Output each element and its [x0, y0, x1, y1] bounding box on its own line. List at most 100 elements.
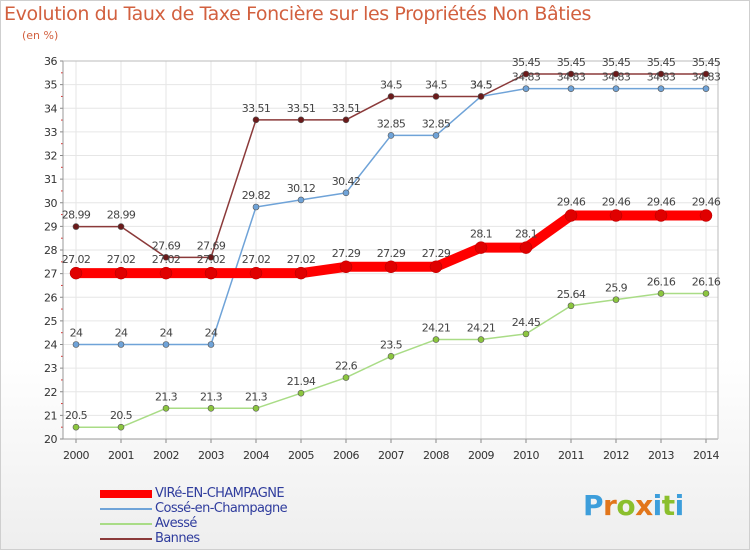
legend-swatch — [100, 508, 152, 510]
data-point-2-1 — [117, 423, 125, 431]
data-label-2-14: 26.16 — [692, 275, 721, 288]
x-tick-label: 2010 — [513, 449, 539, 462]
data-point-0-11 — [564, 209, 578, 222]
y-tick-label: 28 — [44, 244, 57, 257]
data-label-3-3: 27.69 — [197, 239, 226, 252]
data-label-3-9: 34.5 — [470, 78, 493, 91]
x-tick-label: 2013 — [648, 449, 674, 462]
data-point-1-8 — [432, 132, 440, 139]
data-label-0-0: 27.02 — [62, 253, 91, 266]
data-point-3-11 — [567, 70, 575, 78]
logo-letter: i — [652, 489, 663, 522]
data-point-0-2 — [159, 266, 173, 280]
logo-letter: o — [616, 489, 636, 522]
data-point-2-5 — [297, 389, 305, 397]
data-label-3-13: 35.45 — [647, 56, 676, 69]
y-tick-label: 26 — [44, 291, 57, 304]
x-tick-label: 2004 — [243, 449, 269, 462]
data-point-0-12 — [609, 209, 623, 222]
data-point-0-4 — [249, 266, 263, 280]
data-label-3-5: 33.51 — [287, 102, 316, 115]
y-tick-label: 33 — [44, 126, 57, 139]
logo-letter: P — [583, 489, 604, 522]
legend-item: Avessé — [100, 516, 360, 531]
data-point-1-14 — [702, 85, 710, 92]
data-label-0-12: 29.46 — [602, 196, 631, 209]
data-label-2-4: 21.3 — [245, 390, 268, 403]
logo-letter: i — [674, 489, 685, 522]
data-point-1-5 — [297, 196, 305, 204]
legend-swatch — [100, 490, 152, 498]
legend-item: Cossé-en-Champagne — [100, 501, 360, 516]
data-label-1-12: 34.83 — [602, 71, 631, 84]
data-point-1-2 — [162, 341, 170, 348]
data-label-0-8: 27.29 — [422, 247, 451, 260]
legend-item: VIRé-EN-CHAMPAGNE — [100, 486, 360, 501]
data-label-1-2: 24 — [160, 327, 173, 340]
y-tick-label: 22 — [44, 386, 57, 399]
data-label-3-1: 28.99 — [107, 209, 136, 222]
data-label-0-9: 28.1 — [470, 228, 492, 241]
legend-label: Avessé — [155, 516, 197, 531]
x-tick-label: 2009 — [468, 449, 494, 462]
data-point-0-5 — [294, 266, 308, 280]
data-point-2-0 — [72, 423, 80, 431]
data-point-2-11 — [567, 302, 575, 310]
x-tick-label: 2014 — [693, 449, 719, 462]
data-label-1-5: 30.12 — [287, 182, 316, 195]
data-point-3-10 — [522, 70, 530, 78]
y-tick-label: 34 — [44, 102, 57, 115]
legend-swatch — [100, 538, 152, 540]
data-label-1-7: 32.85 — [377, 117, 406, 130]
data-point-2-7 — [387, 353, 395, 360]
data-label-2-8: 24.21 — [422, 322, 451, 335]
data-label-2-10: 24.45 — [512, 316, 541, 329]
data-point-2-2 — [162, 404, 170, 412]
data-point-3-4 — [252, 116, 260, 124]
legend-label: VIRé-EN-CHAMPAGNE — [155, 486, 285, 501]
data-point-2-13 — [657, 290, 665, 297]
data-point-3-9 — [477, 93, 485, 100]
data-label-1-4: 29.82 — [242, 189, 271, 202]
data-label-0-3: 27.02 — [197, 253, 226, 266]
chart-title: Evolution du Taux de Taxe Foncière sur l… — [4, 3, 592, 25]
data-point-0-0 — [69, 266, 83, 280]
data-label-2-0: 20.5 — [65, 409, 88, 422]
data-point-3-3 — [207, 254, 215, 261]
data-label-3-7: 34.5 — [380, 78, 403, 91]
data-label-2-11: 25.64 — [557, 288, 586, 301]
data-point-3-13 — [657, 70, 665, 78]
data-label-2-7: 23.5 — [380, 338, 403, 351]
data-point-1-7 — [387, 132, 395, 139]
data-label-0-11: 29.46 — [557, 196, 586, 209]
data-label-2-3: 21.3 — [200, 390, 223, 403]
data-label-1-3: 24 — [205, 327, 218, 340]
y-tick-label: 35 — [44, 79, 57, 92]
y-tick-label: 32 — [44, 150, 57, 163]
data-point-3-2 — [162, 254, 170, 261]
data-label-3-12: 35.45 — [602, 56, 631, 69]
data-point-2-6 — [342, 374, 350, 381]
data-point-3-7 — [387, 93, 395, 100]
data-label-0-5: 27.02 — [287, 253, 316, 266]
data-point-3-14 — [702, 70, 710, 78]
data-label-0-10: 28.1 — [515, 228, 537, 241]
x-tick-label: 2008 — [423, 449, 449, 462]
data-point-0-13 — [654, 209, 668, 222]
y-tick-label: 23 — [44, 362, 57, 375]
x-tick-label: 2005 — [288, 449, 314, 462]
data-label-2-1: 20.5 — [110, 409, 133, 422]
data-label-0-2: 27.02 — [152, 253, 181, 266]
data-point-1-3 — [207, 341, 215, 348]
legend-swatch — [100, 523, 152, 525]
data-label-1-0: 24 — [70, 327, 83, 340]
y-tick-label: 36 — [44, 55, 57, 68]
data-point-1-6 — [342, 189, 350, 197]
y-tick-label: 21 — [44, 409, 57, 422]
data-label-1-10: 34.83 — [512, 71, 541, 84]
data-label-1-9: 34.5 — [470, 78, 493, 91]
data-point-1-10 — [522, 85, 530, 92]
logo-letter: t — [661, 489, 675, 522]
data-point-3-8 — [432, 93, 440, 100]
